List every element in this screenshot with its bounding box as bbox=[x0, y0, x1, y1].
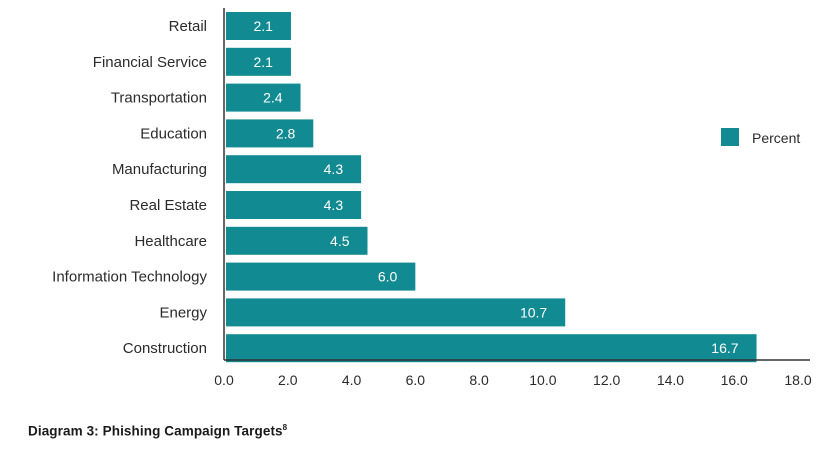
category-labels: Retail Financial Service Transportation Edu… bbox=[52, 18, 207, 357]
category-label: Transportation bbox=[111, 90, 207, 107]
caption-footnote: 8 bbox=[282, 423, 288, 432]
category-label: Healthcare bbox=[134, 233, 207, 250]
x-tick-label: 6.0 bbox=[406, 372, 426, 388]
bar-construction bbox=[226, 334, 757, 363]
data-label: 4.3 bbox=[324, 161, 344, 177]
data-labels: 2.1 2.1 2.4 2.8 4.3 4.3 4.5 6.0 10.7 16.7 bbox=[253, 18, 738, 356]
data-label: 4.3 bbox=[324, 197, 344, 213]
category-label: Construction bbox=[123, 340, 207, 357]
bar-healthcare bbox=[226, 226, 368, 255]
legend: Percent bbox=[721, 128, 800, 146]
legend-label: Percent bbox=[752, 130, 800, 146]
bar-energy bbox=[226, 298, 566, 327]
bar-financial-service bbox=[226, 47, 291, 76]
bar-transportation bbox=[226, 83, 301, 112]
category-label: Information Technology bbox=[52, 269, 207, 286]
x-tick-label: 8.0 bbox=[469, 372, 489, 388]
bars-group bbox=[226, 12, 757, 363]
x-tick-label: 16.0 bbox=[721, 372, 748, 388]
data-label: 10.7 bbox=[520, 304, 547, 320]
figure-caption: Diagram 3: Phishing Campaign Targets8 bbox=[28, 423, 287, 439]
category-label: Education bbox=[140, 125, 207, 142]
data-label: 16.7 bbox=[711, 340, 738, 356]
x-tick-label: 12.0 bbox=[593, 372, 620, 388]
category-label: Manufacturing bbox=[112, 161, 207, 178]
caption-text: Diagram 3: Phishing Campaign Targets bbox=[28, 423, 283, 439]
data-label: 4.5 bbox=[330, 233, 350, 249]
category-label: Energy bbox=[159, 304, 207, 321]
x-tick-labels: 0.0 2.0 4.0 6.0 8.0 10.0 12.0 14.0 16.0 18.0 bbox=[214, 372, 812, 388]
x-tick-label: 14.0 bbox=[657, 372, 684, 388]
x-tick-label: 18.0 bbox=[784, 372, 811, 388]
bar-chart: Retail Financial Service Transportation Edu… bbox=[52, 8, 812, 388]
x-tick-label: 2.0 bbox=[278, 372, 298, 388]
data-label: 2.8 bbox=[276, 125, 296, 141]
x-tick-label: 0.0 bbox=[214, 372, 234, 388]
data-label: 6.0 bbox=[378, 269, 398, 285]
x-tick-label: 4.0 bbox=[342, 372, 362, 388]
x-tick-label: 10.0 bbox=[529, 372, 556, 388]
category-label: Retail bbox=[169, 18, 207, 35]
legend-swatch bbox=[721, 128, 739, 146]
data-label: 2.1 bbox=[253, 18, 273, 34]
data-label: 2.1 bbox=[253, 54, 273, 70]
category-label: Financial Service bbox=[93, 54, 207, 71]
bar-education bbox=[226, 119, 314, 148]
bar-manufacturing bbox=[226, 155, 362, 184]
category-label: Real Estate bbox=[129, 197, 207, 214]
data-label: 2.4 bbox=[263, 90, 283, 106]
bar-real-estate bbox=[226, 191, 362, 219]
bar-retail bbox=[226, 12, 291, 40]
bar-information-technology bbox=[226, 262, 416, 291]
